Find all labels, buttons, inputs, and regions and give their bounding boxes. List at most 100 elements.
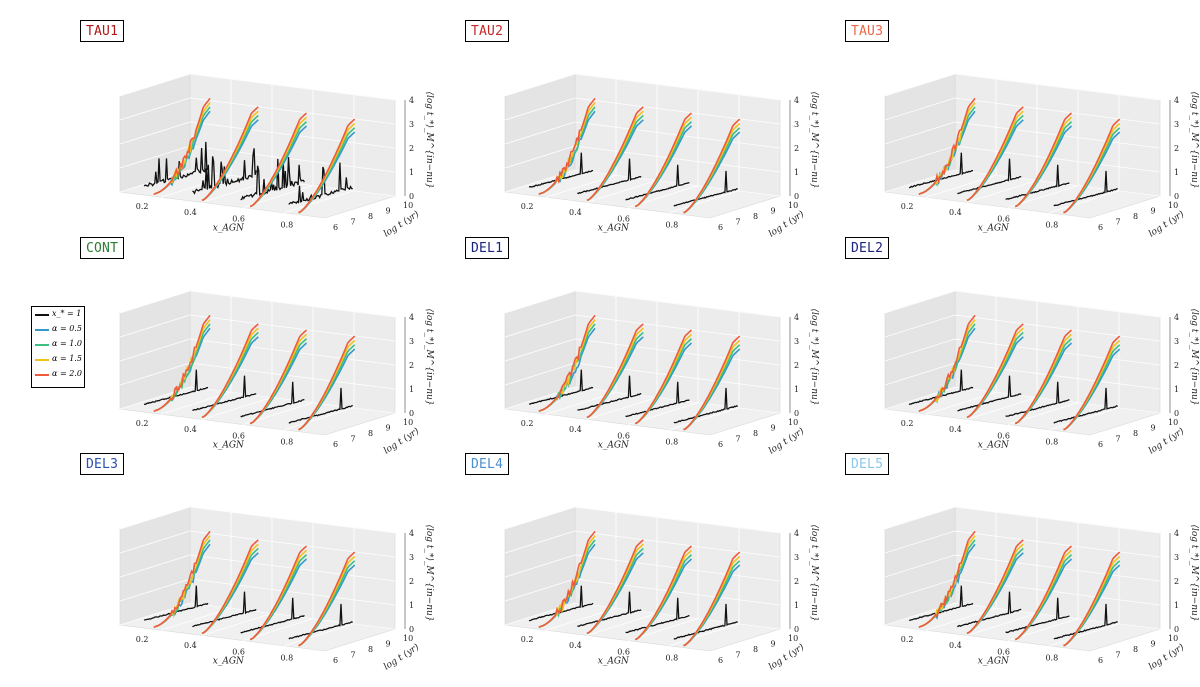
gridline	[189, 97, 396, 125]
legend-label: α = 1.0	[52, 339, 82, 348]
gridline	[954, 578, 1161, 606]
series-line-xstar	[288, 387, 353, 424]
chart-svg: 0 1 2 3 4 ⟨log t_*⟩_M^{in−nu} 0.2 0.4 0.6 0.8 x_AG…	[884, 73, 1199, 240]
panel-title: DEL1	[465, 237, 510, 259]
y-tick-label: 6	[333, 223, 338, 232]
y-tick-label: 9	[771, 207, 776, 216]
y-tick-label: 10	[1168, 418, 1178, 427]
gridline	[119, 145, 191, 169]
x-tick-label: 0.2	[136, 419, 149, 428]
gridline	[884, 554, 956, 578]
series-line-alpha	[249, 545, 308, 641]
series-line-xstar	[1005, 164, 1070, 200]
z-tick-label: 1	[1174, 601, 1179, 610]
y-tick-label: 10	[403, 634, 413, 643]
x-axis-label: x_AGN	[213, 656, 245, 666]
gridline	[954, 97, 1161, 125]
x-tick-label: 0.6	[997, 214, 1010, 223]
z-axis-label: ⟨log t_*⟩_M^{in−nu}	[424, 524, 434, 621]
y-tick-label: 9	[386, 640, 391, 649]
series-line-alpha	[538, 97, 596, 196]
gridline	[884, 73, 956, 97]
panel-title: TAU1	[80, 20, 125, 42]
panel-title: TAU3	[845, 20, 890, 42]
z-tick-label: 0	[794, 625, 799, 634]
gridline	[504, 578, 576, 602]
x-tick-label: 0.6	[232, 431, 245, 440]
chart-panel: 0 1 2 3 4 ⟨log t_*⟩_M^{in−nu} 0.2 0.4 0.6 0.8 x_AG…	[80, 453, 460, 673]
z-axis-label: ⟨log t_*⟩_M^{in−nu}	[424, 91, 434, 188]
x-tick-label: 0.8	[1045, 437, 1058, 446]
series-line-xstar	[1053, 603, 1118, 640]
gridline	[283, 407, 355, 431]
gridline	[119, 506, 191, 530]
chart-svg: 0 1 2 3 4 ⟨log t_*⟩_M^{in−nu} 0.2 0.4 0.6 0.8 x_AG…	[884, 290, 1199, 457]
z-tick-label: 3	[1174, 120, 1179, 129]
legend-label: α = 2.0	[52, 369, 82, 378]
series-line-xstar	[1053, 387, 1118, 424]
chart-svg: 0 1 2 3 4 ⟨log t_*⟩_M^{in−nu} 0.2 0.4 0.6 0.8 x_AG…	[119, 290, 434, 457]
y-tick-label: 8	[753, 212, 758, 221]
legend-entry: α = 1.5	[32, 353, 84, 367]
z-tick-label: 1	[794, 168, 799, 177]
series-line-alpha	[683, 551, 741, 647]
series-line-alpha	[298, 335, 356, 431]
series-line-xstar	[625, 164, 690, 201]
z-axis-label: ⟨log t_*⟩_M^{in−nu}	[809, 308, 819, 405]
y-tick-label: 8	[753, 645, 758, 654]
series-line-xstar	[288, 603, 353, 640]
legend-swatch	[35, 344, 49, 346]
gridline	[954, 362, 1161, 390]
gridline	[574, 145, 781, 173]
series-line-alpha	[918, 530, 976, 629]
series-line-xstar	[577, 591, 642, 627]
y-tick-label: 7	[351, 218, 356, 227]
legend-entry: x_* = 1	[32, 308, 84, 322]
series-line-alpha	[153, 530, 211, 629]
x-axis-label: x_AGN	[213, 440, 245, 450]
gridline	[884, 506, 956, 530]
chart-svg: 0 1 2 3 4 ⟨log t_*⟩_M^{in−nu} 0.2 0.4 0.6 0.8 x_AG…	[504, 73, 819, 240]
z-tick-label: 2	[794, 361, 799, 370]
x-tick-label: 0.4	[569, 208, 582, 217]
z-tick-label: 2	[1174, 577, 1179, 586]
z-tick-label: 3	[794, 337, 799, 346]
gridline	[954, 506, 1161, 534]
gridline	[1048, 623, 1120, 647]
chart-panel: 0 1 2 3 4 ⟨log t_*⟩_M^{in−nu} 0.2 0.4 0.6 0.8 x_AG…	[80, 237, 460, 457]
gridline	[189, 362, 396, 390]
gridline	[201, 613, 273, 636]
series-line-xstar	[1005, 381, 1070, 417]
series-line-alpha	[634, 545, 693, 641]
y-tick-label: 10	[403, 201, 413, 210]
x-tick-label: 0.6	[997, 431, 1010, 440]
gridline	[884, 362, 956, 386]
series-line-xstar	[625, 597, 690, 634]
series-line-alpha	[298, 118, 356, 214]
gridline	[884, 121, 956, 145]
series-line-xstar	[673, 603, 738, 640]
gridline	[201, 180, 273, 203]
gridline	[884, 578, 956, 602]
panel-title: DEL4	[465, 453, 510, 475]
z-tick-label: 1	[1174, 385, 1179, 394]
series-line-xstar	[625, 381, 690, 418]
series-line-xstar	[577, 158, 642, 195]
z-axis-label: ⟨log t_*⟩_M^{in−nu}	[1189, 91, 1199, 188]
series-line-alpha	[249, 329, 308, 425]
chart-panel: 0 1 2 3 4 ⟨log t_*⟩_M^{in−nu} 0.2 0.4 0.6 0.8 x_AG…	[845, 453, 1200, 673]
gridline	[189, 314, 396, 342]
series-line-alpha	[1014, 112, 1073, 208]
z-tick-label: 4	[794, 96, 799, 105]
gridline	[119, 290, 191, 314]
gridline	[966, 613, 1038, 636]
x-tick-label: 0.4	[184, 208, 197, 217]
chart-svg: 0 1 2 3 4 ⟨log t_*⟩_M^{in−nu} 0.2 0.4 0.6 0.8 x_AG…	[119, 73, 434, 240]
y-tick-label: 8	[368, 645, 373, 654]
x-tick-label: 0.4	[569, 425, 582, 434]
gridline	[668, 407, 740, 431]
x-tick-label: 0.6	[617, 431, 630, 440]
series-line-alpha	[201, 323, 259, 419]
x-tick-label: 0.2	[521, 635, 534, 644]
panel-title: CONT	[80, 237, 125, 259]
